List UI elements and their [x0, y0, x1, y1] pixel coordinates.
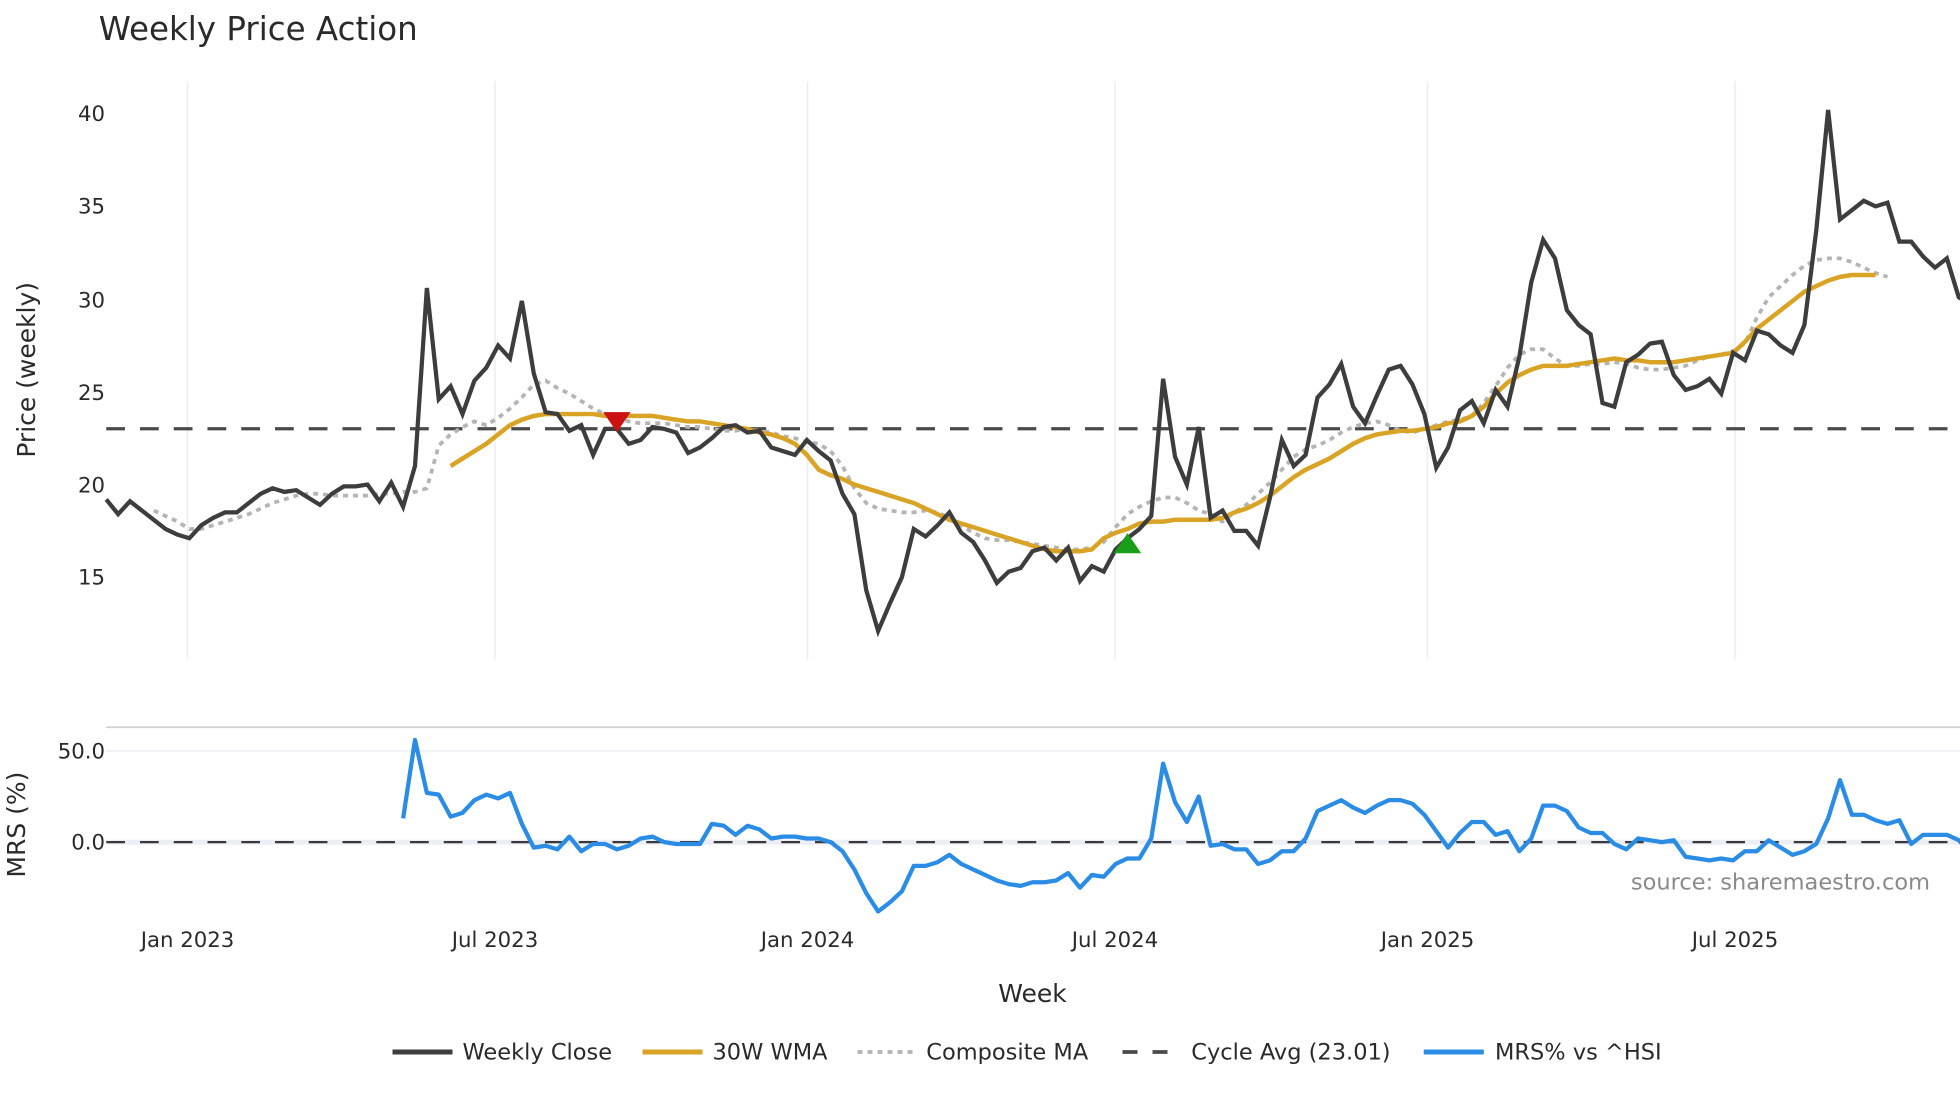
x-tick-jul-2024: Jul 2024 — [1070, 928, 1158, 953]
x-tick-jan-2024: Jan 2024 — [759, 928, 855, 953]
sell-signal-marker — [603, 412, 631, 433]
price-y-ticks: 40 35 30 25 20 15 — [78, 102, 105, 591]
mrs-tick-50: 50.0 — [58, 739, 105, 764]
x-axis: Jan 2023 Jul 2023 Jan 2024 Jul 2024 Jan … — [139, 928, 1778, 1008]
x-tick-jan-2025: Jan 2025 — [1379, 928, 1475, 953]
mrs-line — [401, 737, 1960, 914]
x-axis-title: Week — [998, 979, 1067, 1008]
legend-label-cycle-avg: Cycle Avg (23.01) — [1191, 1040, 1390, 1066]
legend-item-composite-ma[interactable]: Composite MA — [857, 1040, 1089, 1066]
x-tick-jan-2023: Jan 2023 — [139, 928, 235, 953]
price-axis-title: Price (weekly) — [12, 282, 41, 458]
chart-title: Weekly Price Action — [99, 10, 418, 48]
price-x-gridlines — [186, 81, 1736, 660]
x-tick-jul-2025: Jul 2025 — [1690, 928, 1778, 953]
wma-30w-line — [449, 272, 1876, 554]
legend-item-30w-wma[interactable]: 30W WMA — [642, 1040, 829, 1066]
mrs-panel: 50.0 0.0 MRS (%) source: sharemaestro.co… — [2, 726, 1960, 914]
mrs-axis-title: MRS (%) — [2, 772, 31, 878]
x-tick-jul-2023: Jul 2023 — [450, 928, 538, 953]
legend-item-mrs[interactable]: MRS% vs ^HSI — [1423, 1040, 1662, 1066]
price-tick-25: 25 — [78, 381, 105, 406]
mrs-tick-0: 0.0 — [71, 831, 105, 856]
price-tick-15: 15 — [78, 566, 105, 591]
legend: Weekly Close 30W WMA Composite MA Cycle … — [392, 1040, 1662, 1066]
weekly-close-line — [104, 109, 1960, 638]
buy-signal-marker — [1113, 533, 1142, 554]
legend-label-30w-wma: 30W WMA — [713, 1040, 829, 1066]
legend-item-cycle-avg[interactable]: Cycle Avg (23.01) — [1122, 1040, 1391, 1066]
composite-ma-line — [152, 256, 1889, 552]
legend-label-composite-ma: Composite MA — [926, 1040, 1089, 1066]
price-tick-20: 20 — [78, 473, 105, 498]
legend-item-weekly-close[interactable]: Weekly Close — [392, 1040, 613, 1066]
price-tick-30: 30 — [78, 288, 105, 313]
price-tick-35: 35 — [78, 195, 105, 220]
price-tick-40: 40 — [78, 102, 105, 127]
source-annotation: source: sharemaestro.com — [1631, 870, 1930, 896]
price-panel: 40 35 30 25 20 15 Price (weekly) — [12, 81, 1960, 660]
legend-label-weekly-close: Weekly Close — [463, 1040, 613, 1066]
legend-label-mrs: MRS% vs ^HSI — [1495, 1040, 1662, 1066]
